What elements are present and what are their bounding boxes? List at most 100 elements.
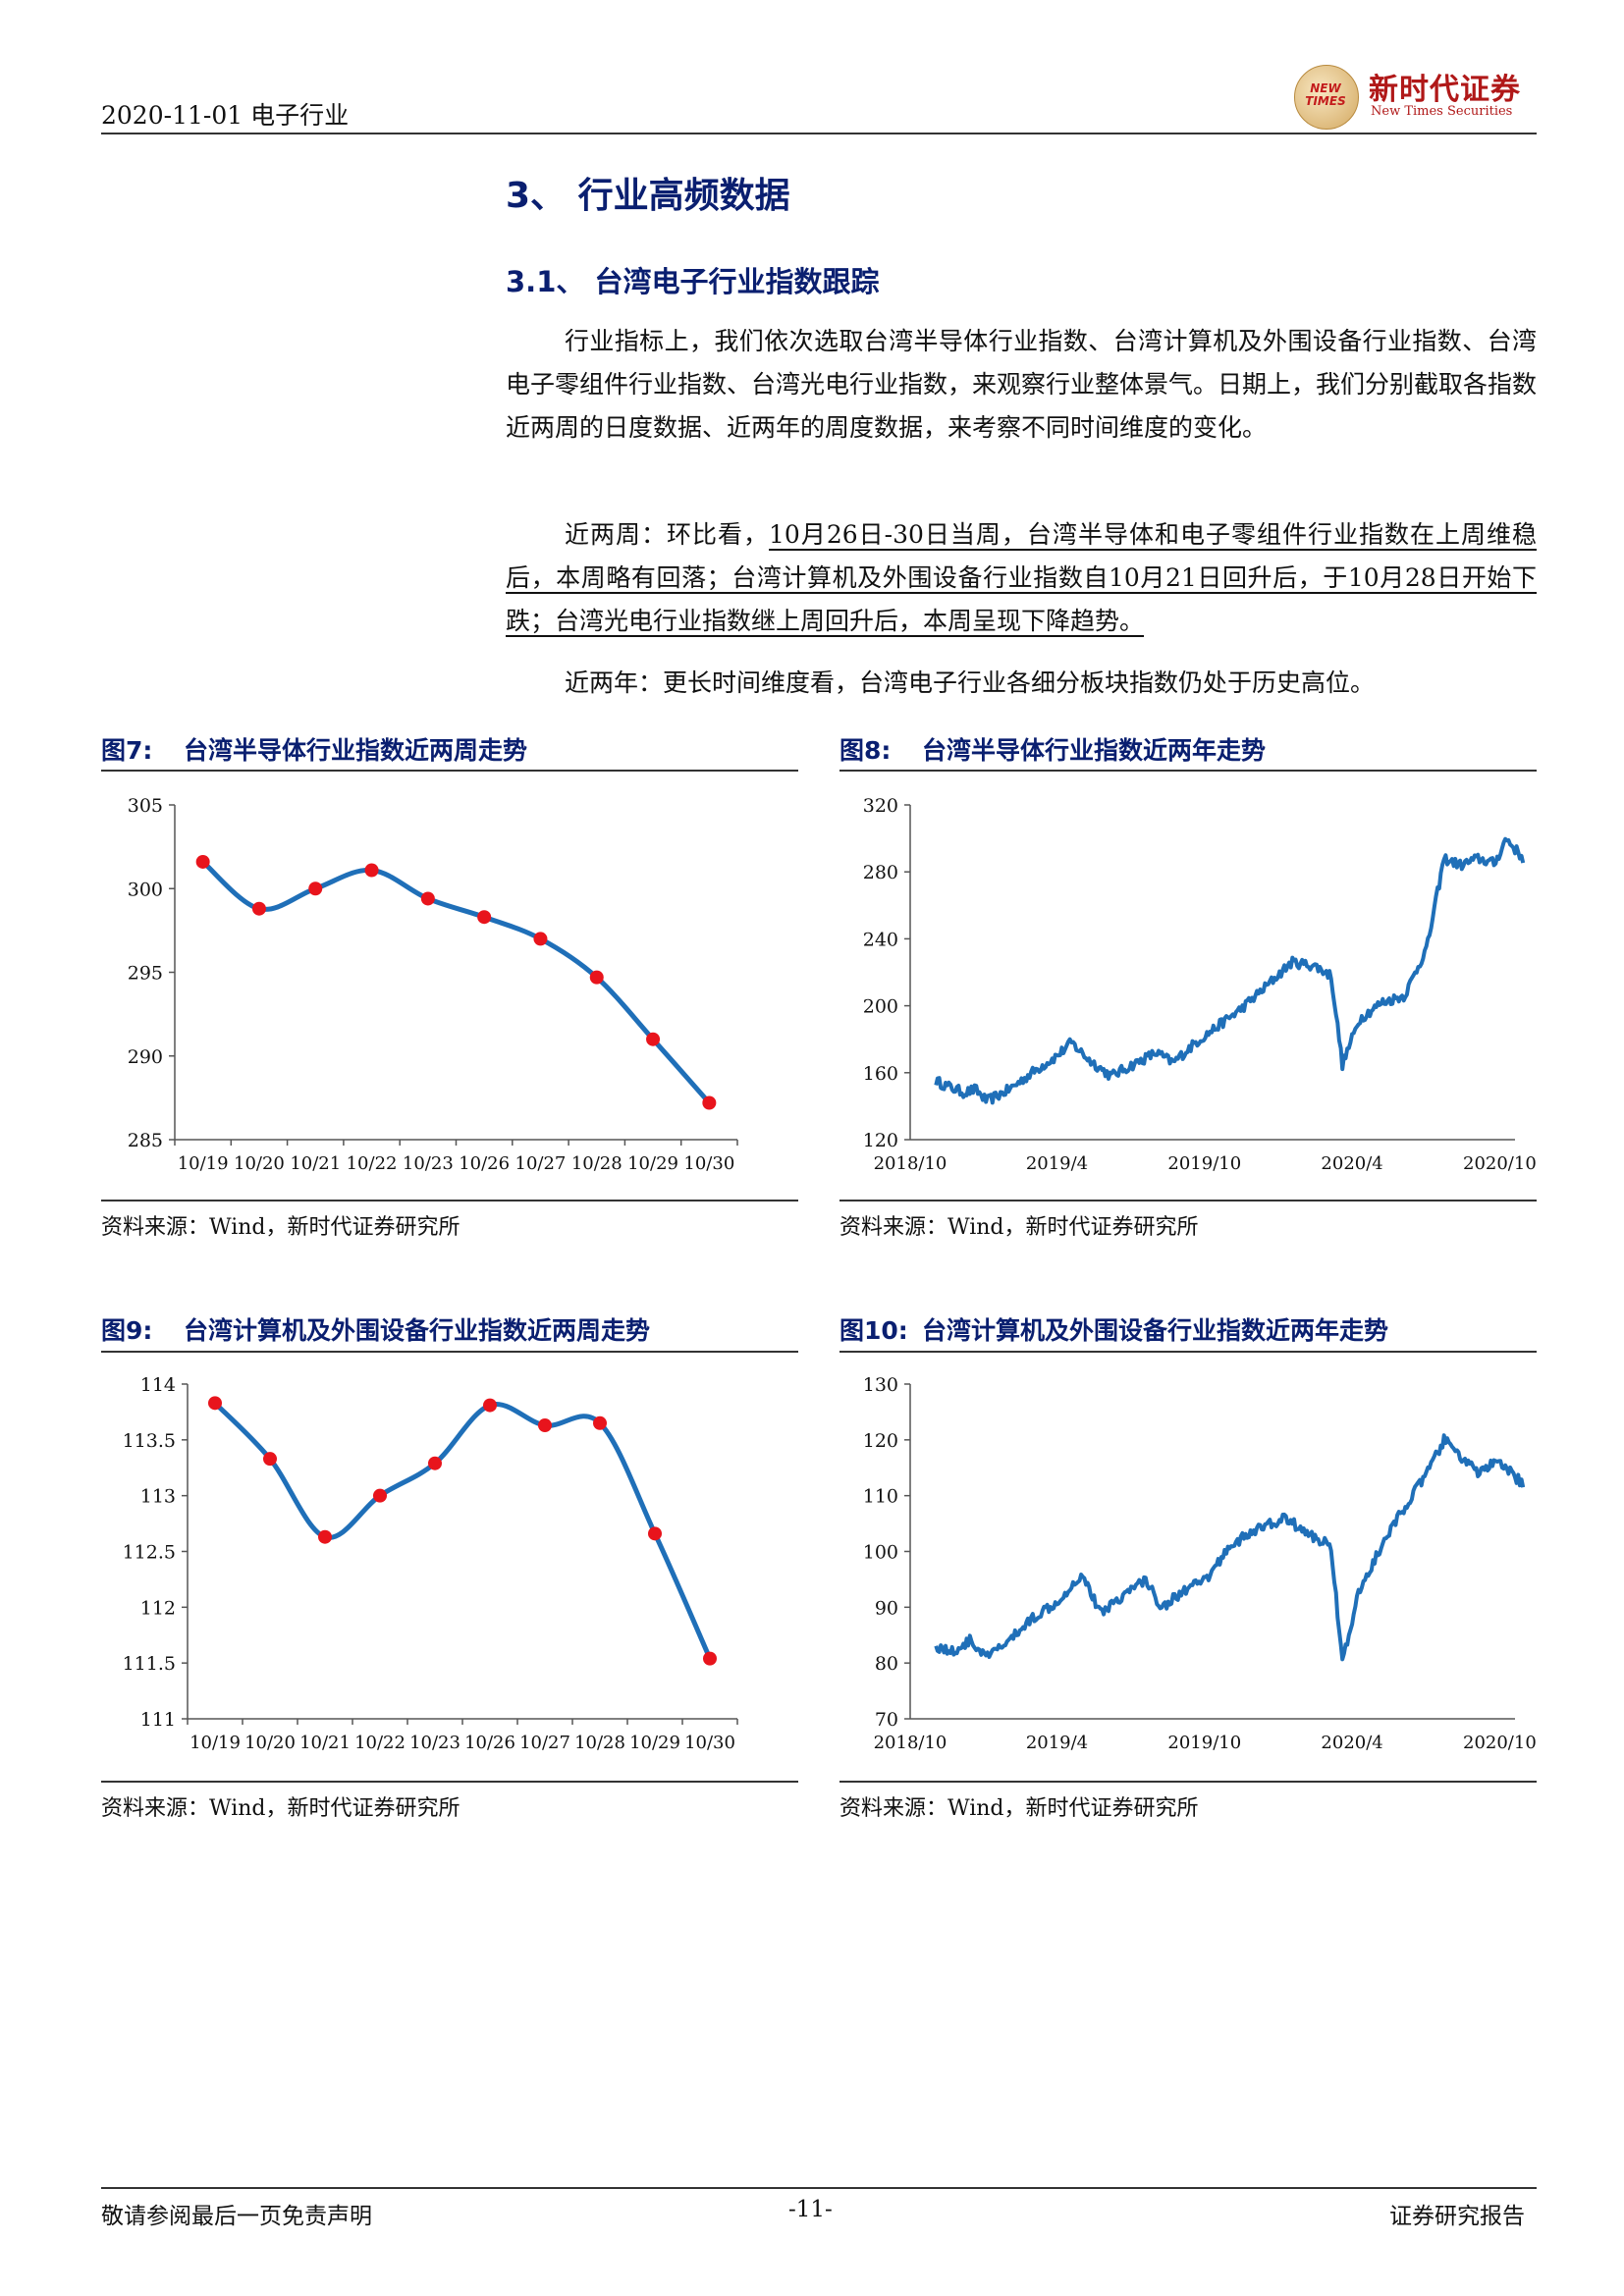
chart-1-x-tick-label: 2019/10 bbox=[1167, 1153, 1241, 1174]
chart-3-x-tick-label: 2019/4 bbox=[1026, 1733, 1088, 1753]
chart-2-x-tick-label: 10/22 bbox=[354, 1733, 406, 1753]
company-logo: NEW TIMES 新时代证券 New Times Securities bbox=[1294, 61, 1540, 130]
chart-2-data-point bbox=[373, 1488, 387, 1503]
chart-0-data-point bbox=[195, 854, 210, 869]
chart-2-y-tick-label: 112 bbox=[140, 1597, 176, 1619]
chart-0-data-point bbox=[646, 1032, 661, 1046]
chart-0-y-tick-label: 305 bbox=[128, 795, 163, 817]
chart-3-y-tick-label: 70 bbox=[875, 1709, 898, 1731]
chart-2-x-tick-label: 10/19 bbox=[189, 1733, 241, 1753]
chart-0-data-point bbox=[477, 910, 492, 925]
chart-0-y-tick-label: 300 bbox=[128, 879, 163, 900]
paragraph-two-years: 近两年：更长时间维度看，台湾电子行业各细分板块指数仍处于历史高位。 bbox=[565, 668, 1376, 697]
chart-0-x-tick-label: 10/20 bbox=[234, 1153, 285, 1174]
chart-3-y-tick-label: 80 bbox=[875, 1653, 898, 1675]
figure-8-rule bbox=[839, 770, 1537, 772]
chart-3-x-tick-label: 2020/4 bbox=[1321, 1733, 1382, 1753]
figure-9-number: 图9: bbox=[101, 1316, 153, 1345]
chart-2-y-tick-label: 112.5 bbox=[123, 1542, 176, 1564]
chart-3-y-tick-label: 90 bbox=[875, 1597, 898, 1619]
figure-9-source: 资料来源：Wind，新时代证券研究所 bbox=[101, 1796, 460, 1821]
figure-10-number: 图10: bbox=[839, 1316, 908, 1345]
figure-7-chart: 285 290 295 300 305 10/19 10/20 10/21 10/22 10/23… bbox=[128, 795, 738, 1174]
chart-3-y-tick-label: 120 bbox=[863, 1430, 898, 1452]
chart-2-x-tick-label: 10/21 bbox=[299, 1733, 351, 1753]
figure-10-rule bbox=[839, 1351, 1537, 1353]
figure-8-bottom-rule bbox=[839, 1200, 1537, 1201]
figure-8-chart: 120 160 200 240 280 320 2018/10 2019/4 2019/10 20… bbox=[863, 795, 1537, 1174]
chart-0-y-tick-label: 295 bbox=[128, 963, 163, 985]
chart-2-data-point bbox=[593, 1415, 607, 1430]
figure-10-chart: 70 80 90 100 110 120 130 2018/10 2019/4 2019/10 20… bbox=[863, 1374, 1537, 1753]
chart-1-y-tick-label: 120 bbox=[863, 1130, 898, 1151]
chart-1-y-tick-label: 160 bbox=[863, 1063, 898, 1085]
header-divider bbox=[101, 133, 1537, 134]
chart-0-x-tick-label: 10/26 bbox=[459, 1153, 510, 1174]
chart-1-y-tick-label: 240 bbox=[863, 929, 898, 950]
section-heading: 3、 行业高频数据 bbox=[506, 176, 790, 216]
chart-1-y-tick-label: 200 bbox=[863, 996, 898, 1018]
figure-8-number: 图8: bbox=[839, 736, 892, 765]
figure-7-title: 图7: 台湾半导体行业指数近两周走势 bbox=[101, 731, 527, 767]
chart-0-x-tick-label: 10/22 bbox=[347, 1153, 398, 1174]
chart-2-series-line bbox=[213, 1401, 713, 1660]
chart-2-data-point bbox=[263, 1452, 277, 1467]
figure-9-bottom-rule bbox=[101, 1781, 798, 1783]
chart-0-x-tick-label: 10/30 bbox=[683, 1153, 734, 1174]
chart-0-y-tick-label: 285 bbox=[128, 1130, 163, 1151]
chart-0-data-point bbox=[308, 881, 323, 896]
chart-1-series-line bbox=[934, 836, 1526, 1105]
chart-2-data-point bbox=[483, 1398, 497, 1413]
chart-2-x-tick-label: 10/26 bbox=[464, 1733, 515, 1753]
chart-0-x-tick-label: 10/28 bbox=[571, 1153, 623, 1174]
chart-2-x-tick-label: 10/27 bbox=[519, 1733, 570, 1753]
chart-2-x-tick-label: 10/30 bbox=[684, 1733, 735, 1753]
figure-7-number: 图7: bbox=[101, 736, 153, 765]
logo-emblem-icon bbox=[1294, 65, 1359, 130]
figure-9-rule bbox=[101, 1351, 798, 1353]
logo-name-cn: 新时代证券 bbox=[1369, 73, 1521, 107]
chart-1-x-tick-label: 2020/4 bbox=[1321, 1153, 1382, 1174]
chart-2-data-point bbox=[208, 1396, 222, 1411]
chart-0-x-tick-label: 10/19 bbox=[178, 1153, 229, 1174]
header-date-industry: 2020-11-01 电子行业 bbox=[101, 101, 350, 130]
footer-report-type: 证券研究报告 bbox=[1389, 2204, 1525, 2229]
chart-2-data-point bbox=[318, 1529, 332, 1544]
figure-7-rule bbox=[101, 770, 798, 772]
chart-0-data-point bbox=[420, 891, 435, 906]
chart-3-y-tick-label: 100 bbox=[863, 1542, 898, 1564]
chart-2-data-point bbox=[703, 1651, 717, 1666]
figure-8-caption: 台湾半导体行业指数近两年走势 bbox=[922, 736, 1267, 765]
paragraph-two-weeks-underlined: 10月26日-30日当周，台湾半导体和电子零组件行业指数在上周维稳后，本周略有回… bbox=[506, 520, 1537, 635]
chart-0-x-tick-label: 10/29 bbox=[627, 1153, 678, 1174]
logo-badge: NEW TIMES bbox=[1305, 81, 1346, 108]
chart-2-data-point bbox=[538, 1418, 552, 1433]
figure-9-title: 图9: 台湾计算机及外围设备行业指数近两周走势 bbox=[101, 1311, 650, 1347]
chart-0-x-tick-label: 10/27 bbox=[515, 1153, 567, 1174]
footer-disclaimer-link[interactable]: 敬请参阅最后一页免责声明 bbox=[101, 2204, 372, 2229]
footer-divider bbox=[101, 2187, 1537, 2189]
chart-0-series-line bbox=[200, 860, 712, 1105]
figure-8-source: 资料来源：Wind，新时代证券研究所 bbox=[839, 1215, 1199, 1240]
chart-2-x-tick-label: 10/29 bbox=[629, 1733, 680, 1753]
figure-10-source: 资料来源：Wind，新时代证券研究所 bbox=[839, 1796, 1199, 1821]
page-number: -11- bbox=[788, 2197, 833, 2222]
chart-0-data-point bbox=[364, 863, 379, 878]
figure-10-caption: 台湾计算机及外围设备行业指数近两年走势 bbox=[922, 1316, 1389, 1345]
chart-0-x-tick-label: 10/23 bbox=[403, 1153, 454, 1174]
chart-3-x-tick-label: 2018/10 bbox=[874, 1733, 947, 1753]
chart-1-x-tick-label: 2018/10 bbox=[874, 1153, 947, 1174]
chart-0-y-tick-label: 290 bbox=[128, 1046, 163, 1068]
paragraph-indicators: 行业指标上，我们依次选取台湾半导体行业指数、台湾计算机及外围设备行业指数、台湾电… bbox=[506, 327, 1538, 442]
chart-0-data-point bbox=[533, 932, 548, 946]
chart-0-x-tick-label: 10/21 bbox=[290, 1153, 341, 1174]
chart-2-y-tick-label: 111.5 bbox=[123, 1653, 176, 1675]
chart-3-series-line bbox=[934, 1433, 1526, 1662]
figure-7-bottom-rule bbox=[101, 1200, 798, 1201]
subsection-heading: 3.1、 台湾电子行业指数跟踪 bbox=[506, 265, 880, 298]
paragraph-two-weeks-lead: 近两周：环比看， bbox=[565, 520, 770, 549]
figure-10-title: 图10: 台湾计算机及外围设备行业指数近两年走势 bbox=[839, 1311, 1388, 1347]
figure-8-title: 图8: 台湾半导体行业指数近两年走势 bbox=[839, 731, 1266, 767]
figure-7-source: 资料来源：Wind，新时代证券研究所 bbox=[101, 1215, 460, 1240]
figure-9-caption: 台湾计算机及外围设备行业指数近两周走势 bbox=[184, 1316, 651, 1345]
